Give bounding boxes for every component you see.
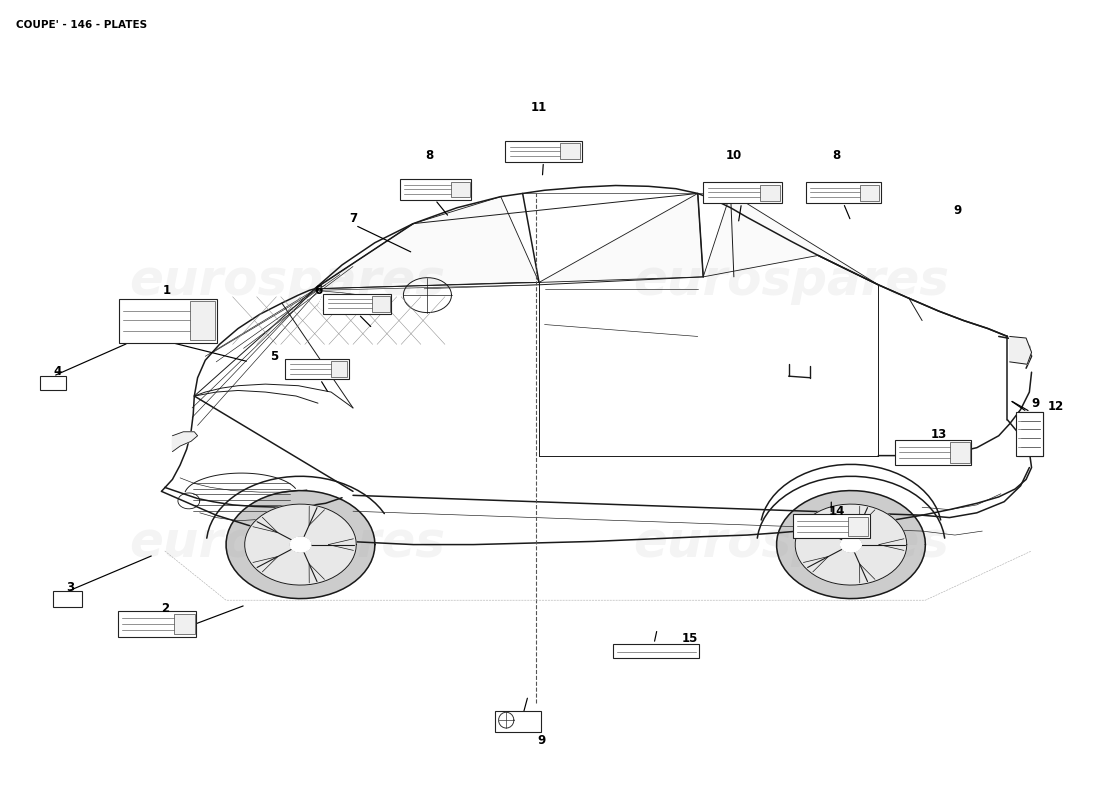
Polygon shape: [840, 537, 861, 552]
Polygon shape: [227, 490, 375, 598]
Polygon shape: [1010, 337, 1032, 364]
Bar: [400, 179, 471, 200]
Bar: [848, 517, 868, 536]
Polygon shape: [795, 504, 906, 585]
Text: 9: 9: [537, 734, 546, 746]
Text: 12: 12: [1048, 400, 1064, 413]
Polygon shape: [777, 490, 925, 598]
Bar: [372, 296, 389, 312]
Bar: [560, 143, 580, 159]
Bar: [1016, 412, 1043, 456]
Text: 15: 15: [682, 632, 698, 645]
Text: 8: 8: [833, 149, 840, 162]
Text: 6: 6: [314, 284, 322, 297]
Text: 3: 3: [67, 581, 75, 594]
Text: 4: 4: [54, 365, 62, 378]
Bar: [119, 299, 218, 342]
Polygon shape: [173, 432, 198, 452]
Text: 1: 1: [163, 284, 170, 297]
Bar: [950, 442, 970, 462]
Text: 10: 10: [726, 149, 742, 162]
Bar: [495, 710, 541, 732]
Text: 11: 11: [531, 101, 547, 114]
Bar: [1019, 412, 1043, 456]
Bar: [703, 182, 782, 203]
Bar: [806, 182, 880, 203]
Bar: [860, 185, 879, 201]
Bar: [331, 361, 348, 377]
Text: 9: 9: [953, 205, 961, 218]
Text: eurospares: eurospares: [130, 257, 446, 305]
Bar: [118, 611, 197, 637]
Text: 2: 2: [161, 602, 168, 614]
Polygon shape: [703, 194, 878, 285]
Text: eurospares: eurospares: [632, 257, 949, 305]
Bar: [614, 644, 698, 658]
Text: 14: 14: [828, 505, 845, 518]
Bar: [175, 614, 195, 634]
Bar: [505, 141, 582, 162]
Bar: [760, 185, 780, 201]
Text: 9: 9: [1032, 398, 1040, 410]
Polygon shape: [290, 537, 311, 552]
Polygon shape: [244, 504, 356, 585]
Text: COUPE' - 146 - PLATES: COUPE' - 146 - PLATES: [15, 20, 147, 30]
Bar: [793, 514, 870, 538]
Polygon shape: [315, 197, 539, 289]
Text: 7: 7: [349, 212, 358, 226]
Polygon shape: [539, 194, 703, 282]
Bar: [285, 358, 349, 379]
Bar: [894, 440, 971, 465]
Text: 13: 13: [931, 429, 947, 442]
Text: eurospares: eurospares: [632, 519, 949, 567]
Bar: [451, 182, 470, 198]
Text: 8: 8: [426, 149, 433, 162]
Bar: [189, 302, 216, 341]
Polygon shape: [162, 186, 1032, 545]
Text: 5: 5: [271, 350, 278, 363]
Text: eurospares: eurospares: [130, 519, 446, 567]
Bar: [40, 376, 66, 390]
Bar: [323, 294, 392, 314]
Bar: [53, 591, 81, 606]
Polygon shape: [318, 295, 344, 313]
